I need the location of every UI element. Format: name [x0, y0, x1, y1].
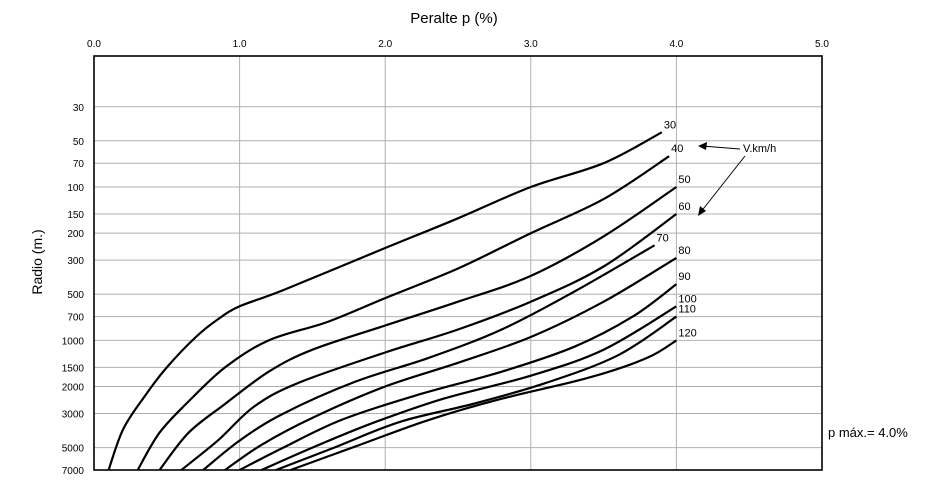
x-tick-label: 1.0	[233, 39, 247, 50]
y-tick-label: 30	[73, 103, 85, 114]
y-tick-label: 7000	[62, 466, 85, 477]
y-tick-label: 70	[73, 159, 85, 170]
y-tick-label: 700	[67, 313, 84, 324]
curve-v120	[290, 339, 677, 472]
curve-v40	[136, 155, 670, 471]
curve-v60	[180, 213, 678, 471]
curve-label-v100: 100	[678, 293, 696, 305]
plot-area	[93, 55, 823, 471]
curve-v50	[158, 186, 678, 471]
curve-label-v40: 40	[671, 143, 683, 155]
speed-annotation-arrowhead-30	[698, 142, 707, 150]
y-tick-label: 1000	[62, 336, 85, 347]
y-tick-label: 500	[67, 290, 84, 301]
speed-annotation-arrow-30	[701, 145, 741, 150]
curve-v110	[275, 315, 678, 472]
y-tick-label: 50	[73, 137, 85, 148]
grid	[94, 56, 822, 471]
x-tick-label: 0.0	[87, 39, 101, 50]
y-tick-labels: 30 50 70 100 150 200 300 500 700 1000 1500 2000 3000…	[62, 103, 85, 477]
speed-annotation-label: V.km/h	[743, 143, 776, 155]
speed-annotation-arrow-60	[699, 155, 746, 214]
curve-label-v30: 30	[664, 119, 676, 131]
speed-annotation: V.km/h	[698, 142, 776, 216]
y-tick-label: 1500	[62, 363, 85, 374]
x-tick-label: 5.0	[815, 39, 829, 50]
y-tick-label: 5000	[62, 444, 85, 455]
curve-v90	[239, 283, 678, 471]
curve-label-v80: 80	[678, 245, 690, 257]
curve-v30	[107, 131, 663, 471]
curve-v100	[260, 305, 677, 472]
x-tick-label: 2.0	[378, 39, 392, 50]
curve-label-v90: 90	[678, 271, 690, 283]
max-superelevation-note: p máx.= 4.0%	[828, 425, 908, 440]
x-tick-label: 4.0	[669, 39, 683, 50]
curve-v80	[224, 256, 677, 471]
y-tick-label: 100	[67, 183, 84, 194]
curve-label-v60: 60	[678, 201, 690, 213]
curve-label-v70: 70	[657, 232, 669, 244]
x-tick-labels: 0.0 1.0 2.0 3.0 4.0 5.0	[87, 39, 829, 50]
y-axis-label: Radio (m.)	[29, 229, 45, 294]
y-tick-label: 3000	[62, 410, 85, 421]
speed-annotation-arrowhead-60	[698, 206, 706, 216]
y-tick-label: 2000	[62, 383, 85, 394]
y-tick-label: 200	[67, 229, 84, 240]
chart-title: Peralte p (%)	[410, 10, 498, 27]
curve-label-v110: 110	[678, 304, 696, 316]
x-tick-label: 3.0	[524, 39, 538, 50]
y-tick-label: 150	[67, 210, 84, 221]
y-tick-label: 300	[67, 256, 84, 267]
curve-label-v120: 120	[678, 327, 696, 339]
speed-curves	[107, 131, 678, 472]
curve-label-v50: 50	[678, 174, 690, 186]
curve-v70	[202, 244, 656, 471]
